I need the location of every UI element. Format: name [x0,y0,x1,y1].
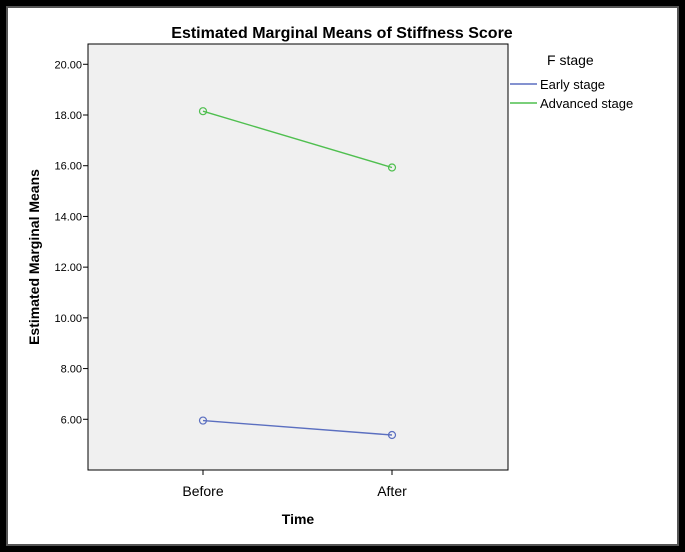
series-line [202,110,393,169]
y-tick-label: 14.00 [54,211,82,223]
chart-title: Estimated Marginal Means of Stiffness Sc… [171,25,513,42]
plot-area [87,43,509,471]
legend-label: Early stage [540,77,605,92]
y-tick-label: 18.00 [54,110,82,122]
x-axis: Before After [182,470,407,499]
data-point [387,430,397,440]
y-tick-label: 10.00 [54,313,82,325]
data-point [387,163,397,172]
x-tick-label: Before [182,483,223,499]
legend-label: Advanced stage [540,96,633,111]
y-tick-label: 20.00 [54,59,82,71]
y-tick-label: 6.00 [61,414,82,426]
y-tick-label: 8.00 [61,364,82,376]
series-line [202,419,393,436]
y-tick-label: 12.00 [54,262,82,274]
y-axis: 6.00 8.00 10.00 12.00 14.00 16.00 18.00 20.00 [54,59,88,426]
y-axis-title: Estimated Marginal Means [26,169,42,345]
legend: F stage Early stage Advanced stage [510,52,633,111]
legend-title: F stage [547,52,594,68]
y-tick-label: 16.00 [54,161,82,173]
x-tick-label: After [377,483,407,499]
series-layer [198,107,397,440]
data-point [198,416,208,425]
x-axis-title: Time [282,511,315,527]
data-point [198,107,208,116]
